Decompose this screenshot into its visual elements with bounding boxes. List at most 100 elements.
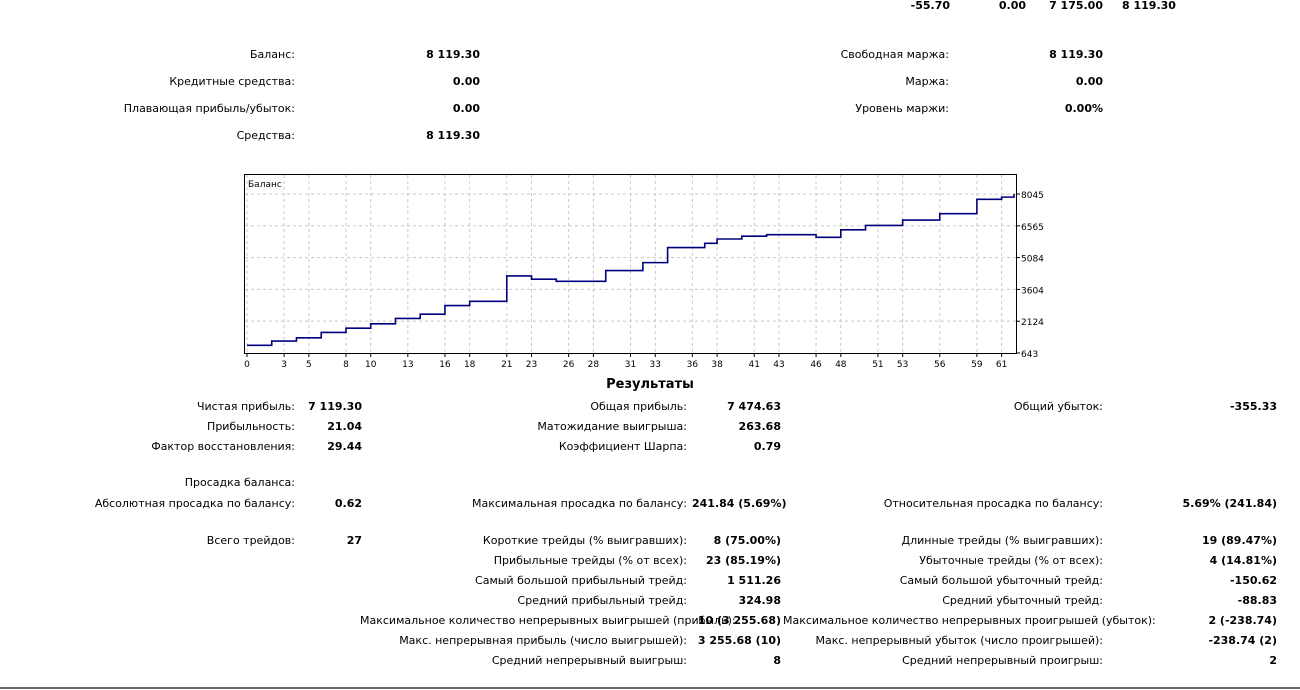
gross-loss-label: Общий убыток: <box>1013 400 1103 413</box>
abs-drawdown-label: Абсолютная просадка по балансу: <box>94 497 295 510</box>
y-tick-label: 8045 <box>1021 191 1044 201</box>
profit-trades-value: 23 (85.19%) <box>705 554 781 567</box>
x-tick-label: 26 <box>563 360 575 370</box>
x-tick-label: 51 <box>872 360 883 370</box>
x-tick-label: 53 <box>897 360 908 370</box>
loss-trades-value: 4 (14.81%) <box>1209 554 1277 567</box>
margin-value: 0.00 <box>1075 75 1103 88</box>
largest-loss-label: Самый большой убыточный трейд: <box>899 574 1103 587</box>
drawdown-header: Просадка баланса: <box>184 476 295 489</box>
floating-value: 0.00 <box>452 102 480 115</box>
balance-value: 8 119.30 <box>426 48 480 61</box>
free-margin-label: Свободная маржа: <box>840 48 949 61</box>
abs-drawdown-value: 0.62 <box>334 497 362 510</box>
avg-profit-label: Средний прибыльный трейд: <box>517 594 687 607</box>
top-row-value-1: -55.70 <box>910 0 950 12</box>
margin-level-label: Уровень маржи: <box>855 102 949 115</box>
largest-profit-label: Самый большой прибыльный трейд: <box>475 574 687 587</box>
x-tick-label: 3 <box>281 360 287 370</box>
recovery-factor-label: Фактор восстановления: <box>151 440 295 453</box>
balance-chart-axes: 0 3 5 8 10 13 16 18 21 23 26 28 31 33 36 38 41 43 46 48 51 53… <box>244 191 1044 370</box>
short-trades-value: 8 (75.00%) <box>713 534 781 547</box>
x-tick-label: 28 <box>588 360 600 370</box>
x-tick-label: 56 <box>934 360 946 370</box>
y-tick-label: 643 <box>1021 350 1038 360</box>
profit-factor-value: 21.04 <box>327 420 362 433</box>
sharpe-label: Коэффициент Шарпа: <box>558 440 687 453</box>
loss-trades-label: Убыточные трейды (% от всех): <box>919 554 1103 567</box>
net-profit-label: Чистая прибыль: <box>196 400 295 413</box>
avg-consecutive-losses-label: Средний непрерывный проигрыш: <box>902 654 1103 667</box>
max-consecutive-wins-label: Максимальное количество непрерывных выиг… <box>360 614 736 627</box>
y-tick-label: 2124 <box>1021 318 1044 328</box>
max-consecutive-profit-label: Макс. непрерывная прибыль (число выигрыш… <box>399 634 687 647</box>
chart-title: Баланс <box>248 180 282 190</box>
results-title: Результаты <box>606 377 694 392</box>
largest-profit-value: 1 511.26 <box>727 574 781 587</box>
long-trades-value: 19 (89.47%) <box>1201 534 1277 547</box>
max-consecutive-wins-value: 10 (3 255.68) <box>697 614 781 627</box>
y-tick-label: 3604 <box>1021 286 1044 296</box>
max-drawdown-value: 241.84 (5.69%) <box>692 497 787 510</box>
x-tick-label: 48 <box>835 360 847 370</box>
y-tick-label: 5084 <box>1021 255 1044 265</box>
max-consecutive-loss-label: Макс. непрерывный убыток (число проигрыш… <box>815 634 1103 647</box>
avg-loss-label: Средний убыточный трейд: <box>942 594 1103 607</box>
y-tick-label: 6565 <box>1021 223 1044 233</box>
x-tick-label: 21 <box>501 360 512 370</box>
profit-trades-label: Прибыльные трейды (% от всех): <box>493 554 687 567</box>
x-tick-label: 31 <box>625 360 636 370</box>
credit-label: Кредитные средства: <box>169 75 295 88</box>
x-tick-label: 5 <box>306 360 312 370</box>
recovery-factor-value: 29.44 <box>327 440 362 453</box>
x-tick-label: 0 <box>244 360 250 370</box>
profit-factor-label: Прибыльность: <box>207 420 295 433</box>
rel-drawdown-label: Относительная просадка по балансу: <box>883 497 1103 510</box>
top-row-value-2: 0.00 <box>998 0 1026 12</box>
gross-profit-value: 7 474.63 <box>727 400 781 413</box>
x-tick-label: 13 <box>402 360 413 370</box>
x-tick-label: 36 <box>687 360 699 370</box>
x-tick-label: 41 <box>748 360 759 370</box>
x-tick-label: 38 <box>711 360 723 370</box>
balance-chart-svg: Баланс <box>245 175 1016 353</box>
x-tick-label: 23 <box>526 360 537 370</box>
balance-line <box>247 194 1015 347</box>
long-trades-label: Длинные трейды (% выигравших): <box>901 534 1103 547</box>
gross-loss-value: -355.33 <box>1229 400 1277 413</box>
x-tick-label: 18 <box>464 360 476 370</box>
x-tick-label: 16 <box>439 360 451 370</box>
expected-payoff-label: Матожидание выигрыша: <box>537 420 687 433</box>
net-profit-value: 7 119.30 <box>308 400 362 413</box>
balance-label: Баланс: <box>249 48 295 61</box>
x-tick-label: 61 <box>996 360 1007 370</box>
gross-profit-label: Общая прибыль: <box>590 400 687 413</box>
x-tick-label: 59 <box>971 360 983 370</box>
avg-loss-value: -88.83 <box>1237 594 1277 607</box>
short-trades-label: Короткие трейды (% выигравших): <box>482 534 687 547</box>
total-trades-value: 27 <box>346 534 362 547</box>
max-consecutive-profit-value: 3 255.68 (10) <box>697 634 781 647</box>
balance-chart: Баланс <box>244 174 1017 354</box>
margin-level-value: 0.00% <box>1064 102 1103 115</box>
total-trades-label: Всего трейдов: <box>206 534 295 547</box>
expected-payoff-value: 263.68 <box>738 420 781 433</box>
max-drawdown-label: Максимальная просадка по балансу: <box>471 497 687 510</box>
margin-label: Маржа: <box>905 75 949 88</box>
bottom-divider <box>0 687 1300 689</box>
equity-value: 8 119.30 <box>426 129 480 142</box>
avg-consecutive-wins-label: Средний непрерывный выигрыш: <box>491 654 687 667</box>
avg-consecutive-wins-value: 8 <box>773 654 781 667</box>
equity-label: Средства: <box>236 129 295 142</box>
x-tick-label: 43 <box>773 360 784 370</box>
avg-consecutive-losses-value: 2 <box>1269 654 1277 667</box>
credit-value: 0.00 <box>452 75 480 88</box>
x-tick-label: 8 <box>343 360 349 370</box>
rel-drawdown-value: 5.69% (241.84) <box>1182 497 1278 510</box>
sharpe-value: 0.79 <box>753 440 781 453</box>
max-consecutive-loss-value: -238.74 (2) <box>1208 634 1277 647</box>
top-row-value-3: 7 175.00 <box>1049 0 1103 12</box>
max-consecutive-losses-label: Максимальное количество непрерывных прои… <box>783 614 1156 627</box>
x-tick-label: 46 <box>810 360 822 370</box>
x-tick-label: 10 <box>365 360 377 370</box>
